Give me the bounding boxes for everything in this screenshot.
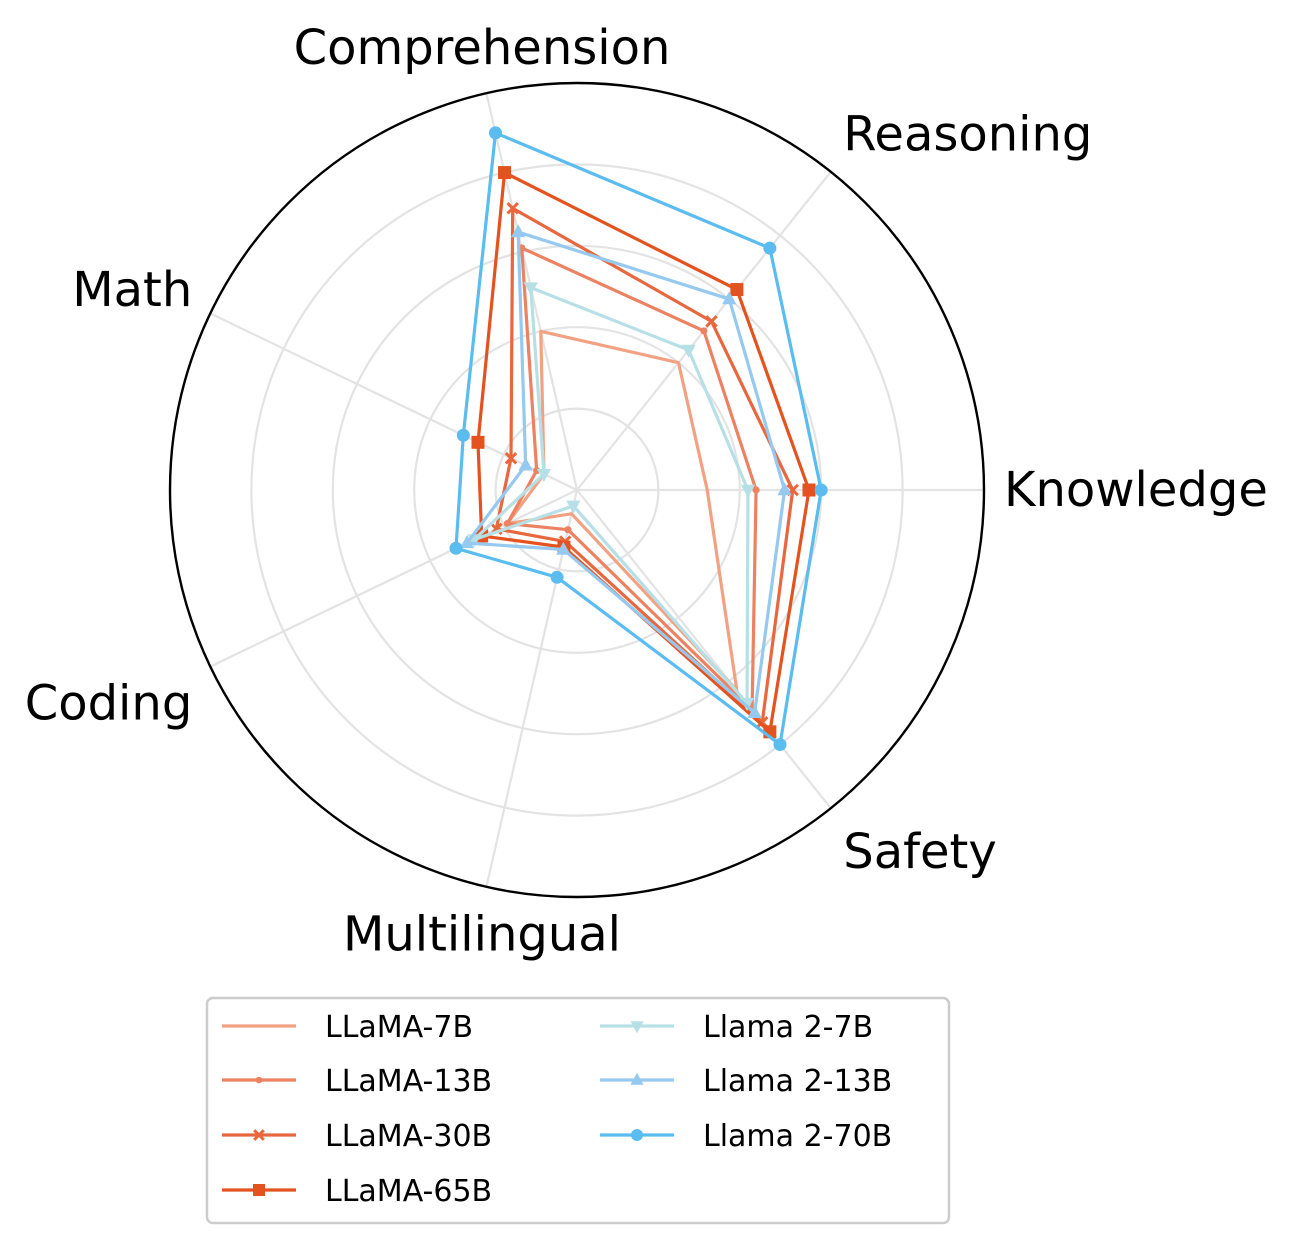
axis-label-comprehension: Comprehension	[294, 20, 671, 76]
legend: LLaMA-7B LLaMA-13B LLaMA-30B LLaMA-65B Llama…	[205, 996, 951, 1225]
data-point	[488, 126, 502, 140]
data-point	[777, 482, 792, 496]
series-line	[476, 170, 811, 734]
axis-labels: Knowledge Reasoning Comprehension Math Codin…	[25, 20, 1268, 962]
data-point	[255, 1076, 263, 1084]
data-point	[498, 166, 512, 180]
legend-label: Llama 2-7B	[703, 1010, 873, 1045]
data-point	[533, 467, 541, 475]
data-point	[506, 202, 519, 215]
series-llama-2-7b	[467, 282, 756, 711]
data-point	[814, 483, 828, 497]
data-point	[253, 1184, 265, 1196]
legend-label: LLaMA-7B	[325, 1010, 473, 1045]
legend-item: Llama 2-13B	[600, 1064, 892, 1099]
legend-item: LLaMA-30B	[222, 1119, 492, 1154]
outer-frame	[168, 81, 986, 899]
axis-label-safety: Safety	[843, 824, 997, 880]
data-point	[705, 315, 718, 328]
data-point	[523, 282, 538, 296]
data-point	[556, 541, 571, 555]
data-point	[550, 570, 564, 584]
series-line	[472, 286, 750, 705]
series-line	[505, 246, 758, 712]
data-point	[503, 519, 511, 528]
data-point	[752, 486, 760, 494]
legend-label: Llama 2-70B	[703, 1119, 892, 1154]
axis-spoke	[209, 312, 578, 491]
legend-item: LLaMA-7B	[222, 1010, 473, 1045]
data-point	[459, 535, 475, 549]
data-point	[740, 484, 756, 498]
legend-frame	[205, 996, 951, 1225]
series-llama-2-13b	[459, 224, 792, 718]
legend-label: LLaMA-13B	[325, 1064, 492, 1099]
legend-label: LLaMA-65B	[325, 1174, 492, 1209]
axis-label-multilingual: Multilingual	[343, 906, 621, 962]
data-point	[504, 451, 518, 465]
data-point	[773, 738, 787, 752]
legend-label: LLaMA-30B	[325, 1119, 492, 1154]
radar-series	[449, 126, 828, 752]
data-point	[747, 704, 762, 718]
data-point	[536, 468, 552, 482]
data-point	[722, 291, 737, 305]
data-point	[518, 457, 533, 471]
data-point	[564, 526, 572, 534]
axis-label-reasoning: Reasoning	[843, 107, 1092, 163]
axis-label-coding: Coding	[25, 675, 193, 731]
data-point	[449, 541, 463, 555]
data-point	[630, 1021, 644, 1034]
series-llama-2-70b	[449, 126, 828, 752]
legend-item: Llama 2-70B	[600, 1119, 892, 1154]
data-point	[471, 435, 485, 449]
axis-label-math: Math	[72, 262, 192, 318]
data-point	[681, 344, 696, 358]
radar-axes	[168, 81, 986, 899]
data-point	[253, 1129, 265, 1141]
data-point	[631, 1129, 643, 1141]
legend-item: LLaMA-65B	[222, 1174, 492, 1209]
data-point	[802, 483, 816, 497]
legend-label: Llama 2-13B	[703, 1064, 892, 1099]
data-point	[566, 500, 581, 514]
axis-spoke	[209, 489, 578, 668]
data-point	[456, 428, 470, 442]
series-line	[454, 131, 823, 747]
axis-spoke	[576, 489, 832, 809]
data-point	[630, 1072, 644, 1085]
data-point	[730, 283, 744, 297]
axis-label-knowledge: Knowledge	[1004, 462, 1268, 518]
axis-spoke	[485, 489, 579, 888]
series-line	[465, 230, 787, 715]
legend-item: LLaMA-13B	[222, 1064, 492, 1099]
data-point	[763, 241, 777, 255]
data-point	[510, 224, 526, 238]
legend-item: Llama 2-7B	[600, 1010, 873, 1045]
data-point	[700, 327, 708, 335]
